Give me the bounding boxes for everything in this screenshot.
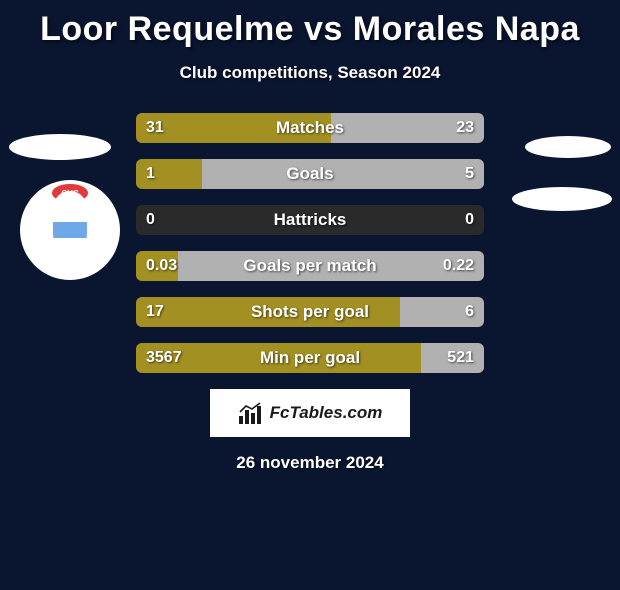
logo-text: FcTables.com	[270, 403, 383, 423]
stat-row: 3567521Min per goal	[136, 343, 484, 373]
stat-row: 00Hattricks	[136, 205, 484, 235]
date-text: 26 november 2024	[0, 453, 620, 473]
stat-label: Shots per goal	[136, 297, 484, 327]
stat-label: Matches	[136, 113, 484, 143]
stat-row: 15Goals	[136, 159, 484, 189]
stat-label: Min per goal	[136, 343, 484, 373]
page-title: Loor Requelme vs Morales Napa	[0, 10, 620, 49]
stat-row: 176Shots per goal	[136, 297, 484, 327]
stat-label: Goals	[136, 159, 484, 189]
stat-label: Goals per match	[136, 251, 484, 281]
fctables-logo: FcTables.com	[210, 389, 410, 437]
stat-row: 0.030.22Goals per match	[136, 251, 484, 281]
bars-icon	[238, 402, 264, 424]
stats-chart: 3123Matches 15Goals 00Hattricks 0.030.22Goa…	[0, 113, 620, 373]
stat-row: 3123Matches	[136, 113, 484, 143]
stat-label: Hattricks	[136, 205, 484, 235]
subtitle: Club competitions, Season 2024	[0, 63, 620, 83]
